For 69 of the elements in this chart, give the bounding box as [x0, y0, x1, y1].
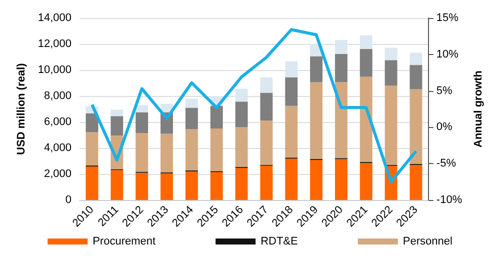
bar — [185, 171, 198, 200]
bar — [110, 110, 124, 116]
y-tick-label: 8,000 — [44, 90, 72, 102]
y2-tick-label: 0% — [436, 121, 453, 134]
bar — [160, 134, 173, 172]
bar — [384, 60, 398, 86]
bar — [360, 35, 372, 49]
bar — [334, 82, 348, 158]
legend-label: Procurement — [92, 236, 156, 248]
y2-tick-label: 5% — [436, 84, 453, 97]
bar — [310, 56, 323, 82]
bar — [110, 116, 124, 136]
bar — [210, 106, 223, 128]
y-axis-title: USD million (real) — [16, 62, 28, 155]
bar — [310, 160, 323, 200]
bar — [285, 77, 298, 106]
bar — [360, 48, 372, 77]
y-tick-label: 4,000 — [44, 142, 72, 154]
bar — [285, 158, 298, 200]
y2-tick-label: 15% — [436, 12, 459, 24]
bar — [136, 105, 148, 112]
legend-label: Personnel — [402, 236, 452, 248]
bar — [384, 48, 398, 60]
bar — [210, 172, 223, 200]
bar — [410, 164, 422, 200]
legend-label: RDT&E — [260, 236, 298, 248]
bar — [185, 108, 198, 130]
bar — [310, 82, 323, 160]
bar — [410, 52, 422, 66]
bar — [136, 112, 148, 134]
bar — [136, 133, 148, 172]
bar — [410, 65, 422, 90]
bar — [86, 113, 98, 132]
bar — [260, 92, 273, 121]
bar — [110, 170, 124, 200]
y2-tick-label: -10% — [436, 194, 462, 206]
bar — [235, 168, 248, 200]
bar — [334, 40, 348, 54]
bar — [235, 127, 248, 167]
bar — [334, 159, 348, 200]
y2-axis-title: Annual growth — [472, 70, 484, 148]
bar — [86, 132, 98, 166]
y-tick-label: 14,000 — [38, 12, 72, 24]
bar — [285, 106, 298, 158]
bar — [210, 128, 223, 172]
bar — [360, 162, 372, 200]
bar — [185, 98, 198, 108]
y-tick-label: 6,000 — [44, 116, 72, 128]
bar — [136, 172, 148, 200]
bar — [410, 89, 422, 164]
bar — [285, 61, 298, 78]
y-tick-label: 2,000 — [44, 168, 72, 180]
bar — [260, 78, 273, 93]
y2-tick-label: -5% — [436, 158, 456, 170]
y-tick-label: 10,000 — [38, 64, 72, 76]
bar — [260, 166, 273, 200]
bar — [160, 173, 173, 200]
y-tick-label: 12,000 — [38, 38, 72, 50]
bar — [235, 88, 248, 102]
bar — [360, 76, 372, 162]
y2-tick-label: 10% — [436, 48, 459, 60]
bar — [260, 120, 273, 165]
bar — [86, 166, 98, 200]
bar — [235, 102, 248, 128]
bar — [185, 129, 198, 170]
y-tick-label: 0 — [65, 194, 72, 206]
line-series — [90, 28, 418, 184]
bar — [334, 54, 348, 82]
bar — [384, 85, 398, 165]
